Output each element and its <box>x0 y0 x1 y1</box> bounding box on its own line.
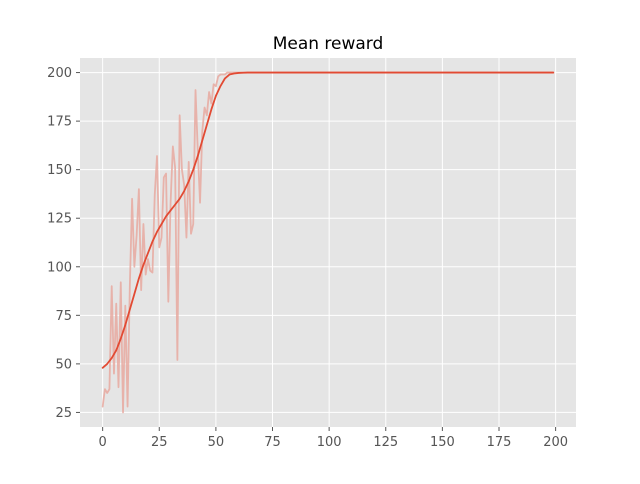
y-tick-label: 50 <box>55 357 72 372</box>
y-tick-label: 150 <box>47 163 72 178</box>
x-tick-label: 200 <box>543 435 568 450</box>
y-axis-ticks: 25 50 75 100 125 150 175 200 <box>47 66 80 421</box>
plot-area <box>80 58 576 427</box>
x-tick-label: 175 <box>487 435 512 450</box>
x-tick-label: 50 <box>208 435 225 450</box>
y-tick-label: 25 <box>55 406 72 421</box>
series-layer <box>101 71 555 414</box>
y-tick-label: 125 <box>47 212 72 227</box>
x-tick-label: 125 <box>373 435 398 450</box>
x-tick-label: 75 <box>264 435 281 450</box>
grid-lines <box>80 58 576 427</box>
chart-title: Mean reward <box>273 34 384 54</box>
y-tick-label: 200 <box>47 66 72 81</box>
x-tick-label: 25 <box>151 435 168 450</box>
y-tick-label: 100 <box>47 260 72 275</box>
smoothed-reward-line <box>101 71 555 369</box>
y-tick-label: 75 <box>55 309 72 324</box>
x-tick-label: 0 <box>99 435 107 450</box>
x-tick-label: 150 <box>430 435 455 450</box>
x-axis-ticks: 0 25 50 75 100 125 150 175 200 <box>99 427 568 450</box>
x-tick-label: 100 <box>317 435 342 450</box>
y-tick-label: 175 <box>47 115 72 130</box>
